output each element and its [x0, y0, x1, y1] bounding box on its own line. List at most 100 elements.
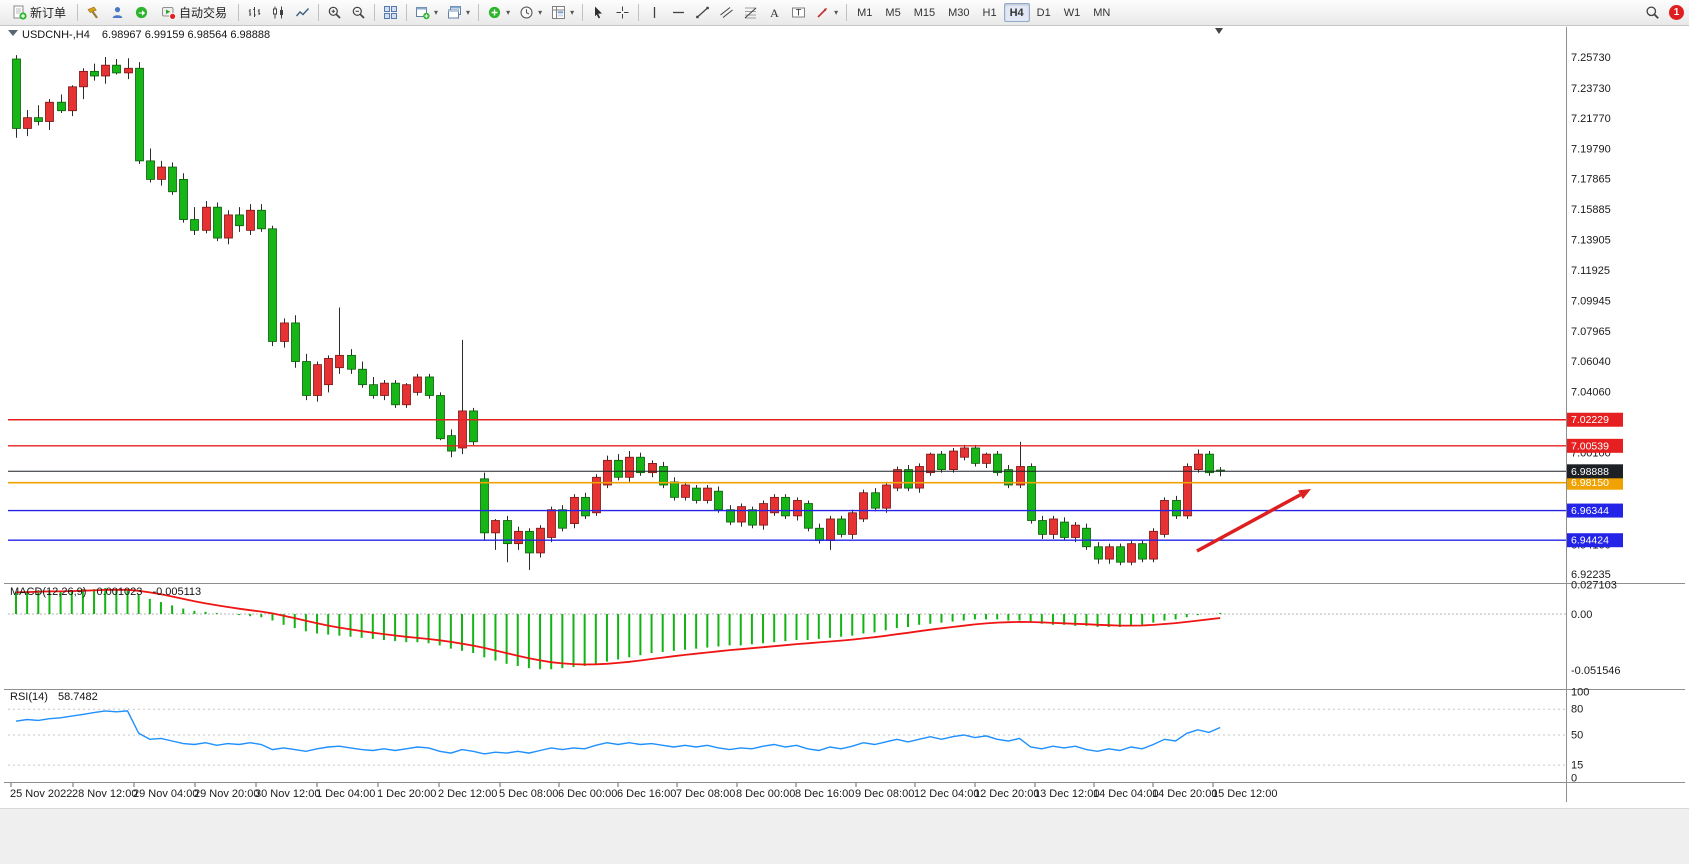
svg-text:7.09945: 7.09945: [1571, 296, 1611, 308]
arrows-button[interactable]: ▾: [811, 2, 842, 23]
svg-text:7.04060: 7.04060: [1571, 386, 1611, 398]
zoom-in-button[interactable]: [323, 2, 346, 23]
svg-text:7.00539: 7.00539: [1571, 440, 1609, 452]
svg-text:8 Dec 16:00: 8 Dec 16:00: [795, 788, 854, 800]
toolbar-separator: [77, 4, 79, 21]
svg-text:12 Dec 04:00: 12 Dec 04:00: [914, 788, 979, 800]
svg-text:25 Nov 2022: 25 Nov 2022: [10, 788, 72, 800]
chart-header: USDCNH-,H4 6.98967 6.99159 6.98564 6.988…: [22, 29, 270, 41]
price-axis[interactable]: 7.25730 7.23730 7.21770 7.19790 7.17865 7.158…: [1571, 52, 1611, 581]
svg-text:15 Dec 12:00: 15 Dec 12:00: [1212, 788, 1277, 800]
svg-text:7.25730: 7.25730: [1571, 52, 1611, 64]
chevron-down-icon: ▾: [466, 7, 471, 17]
toolbar-separator: [846, 4, 848, 21]
fibonacci-button[interactable]: [739, 2, 762, 23]
vertical-line-icon: [647, 5, 662, 20]
zoom-out-button[interactable]: [347, 2, 370, 23]
chevron-down-icon: ▾: [434, 7, 439, 17]
pane-separators[interactable]: [4, 27, 1685, 802]
market-button[interactable]: [130, 2, 153, 23]
toolbar-separator: [318, 4, 320, 21]
svg-text:7.17865: 7.17865: [1571, 173, 1611, 185]
svg-text:50: 50: [1571, 730, 1583, 742]
metaeditor-button[interactable]: [82, 2, 105, 23]
indicator-axis[interactable]: 0.027103 0.00 -0.051546 100 80 50 150: [1571, 580, 1621, 785]
new-order-button[interactable]: 新订单: [5, 2, 73, 23]
bar-chart-button[interactable]: [243, 2, 266, 23]
horizontal-line-button[interactable]: [667, 2, 690, 23]
one-click-trading-toggle[interactable]: [8, 30, 18, 36]
algo-trading-icon: [161, 5, 177, 20]
horizontal-line-objects[interactable]: [8, 419, 1566, 541]
chart-window[interactable]: [0, 25, 1689, 808]
notification-badge[interactable]: 1: [1669, 5, 1684, 20]
timeframe-m1-button[interactable]: M1: [851, 3, 878, 22]
svg-text:7.11925: 7.11925: [1571, 265, 1610, 277]
channel-button[interactable]: [715, 2, 738, 23]
svg-text:5 Dec 08:00: 5 Dec 08:00: [499, 788, 558, 800]
text-button[interactable]: A: [763, 2, 786, 23]
clock-icon: [519, 5, 534, 20]
timeframe-m15-button[interactable]: M15: [908, 3, 941, 22]
svg-text:-0.051546: -0.051546: [1571, 665, 1621, 677]
svg-text:6.98888: 6.98888: [1571, 466, 1609, 478]
indicator-plus-icon: [487, 5, 502, 20]
trendline-button[interactable]: [691, 2, 714, 23]
community-button[interactable]: [106, 2, 129, 23]
timeframe-h1-button[interactable]: H1: [977, 3, 1003, 22]
timeframe-mn-button[interactable]: MN: [1087, 3, 1116, 22]
rsi-indicator-label: RSI(14) 58.7482: [10, 691, 105, 703]
svg-text:6.94424: 6.94424: [1571, 535, 1609, 547]
tile-windows-button[interactable]: [379, 2, 402, 23]
new-chart-button[interactable]: ▾: [411, 2, 442, 23]
svg-text:7.07965: 7.07965: [1571, 326, 1611, 338]
crosshair-button[interactable]: [611, 2, 634, 23]
timeframe-w1-button[interactable]: W1: [1058, 3, 1087, 22]
timeframe-m30-button[interactable]: M30: [942, 3, 975, 22]
toolbar-separator: [638, 4, 640, 21]
trendline-icon: [695, 5, 710, 20]
timeframe-d1-button[interactable]: D1: [1031, 3, 1057, 22]
text-a-icon: A: [767, 5, 782, 20]
svg-text:29 Nov 04:00: 29 Nov 04:00: [133, 788, 198, 800]
svg-text:30 Nov 12:00: 30 Nov 12:00: [255, 788, 320, 800]
algo-trading-button[interactable]: 自动交易: [154, 2, 234, 23]
candlestick-chart-button[interactable]: [267, 2, 290, 23]
svg-text:6.96344: 6.96344: [1571, 505, 1609, 517]
text-label-button[interactable]: T: [787, 2, 810, 23]
svg-text:7.19790: 7.19790: [1571, 144, 1611, 156]
chart-shift-marker[interactable]: [1215, 28, 1223, 34]
svg-text:T: T: [796, 8, 802, 18]
line-chart-button[interactable]: [291, 2, 314, 23]
indicators-button[interactable]: ▾: [483, 2, 514, 23]
timeframe-m5-button[interactable]: M5: [879, 3, 906, 22]
timeframe-h4-button[interactable]: H4: [1003, 3, 1030, 22]
periods-button[interactable]: ▾: [515, 2, 546, 23]
chart-profiles-icon: [447, 5, 462, 20]
search-icon: [1645, 5, 1660, 20]
templates-button[interactable]: ▾: [547, 2, 578, 23]
svg-text:6.98150: 6.98150: [1571, 477, 1609, 489]
chart-profiles-button[interactable]: ▾: [443, 2, 474, 23]
svg-text:0: 0: [1571, 773, 1577, 785]
svg-text:12 Dec 20:00: 12 Dec 20:00: [974, 788, 1039, 800]
market-icon: [134, 5, 149, 20]
trend-arrow-annotation[interactable]: [1196, 489, 1311, 553]
person-icon: [110, 5, 125, 20]
svg-text:7.02229: 7.02229: [1571, 414, 1609, 426]
chevron-down-icon: ▾: [538, 7, 543, 17]
svg-text:A: A: [770, 6, 779, 20]
algo-trading-label: 自动交易: [179, 6, 228, 20]
svg-text:7 Dec 08:00: 7 Dec 08:00: [676, 788, 735, 800]
ohlc-values: 6.98967 6.99159 6.98564 6.98888: [101, 29, 271, 41]
rsi-indicator: [15, 710, 1221, 755]
cursor-button[interactable]: [587, 2, 610, 23]
zoom-out-icon: [351, 5, 366, 20]
svg-text:13 Dec 12:00: 13 Dec 12:00: [1034, 788, 1099, 800]
vertical-line-button[interactable]: [643, 2, 666, 23]
svg-text:2 Dec 12:00: 2 Dec 12:00: [438, 788, 497, 800]
candlestick-chart-icon: [271, 5, 286, 20]
search-button[interactable]: [1641, 2, 1664, 23]
